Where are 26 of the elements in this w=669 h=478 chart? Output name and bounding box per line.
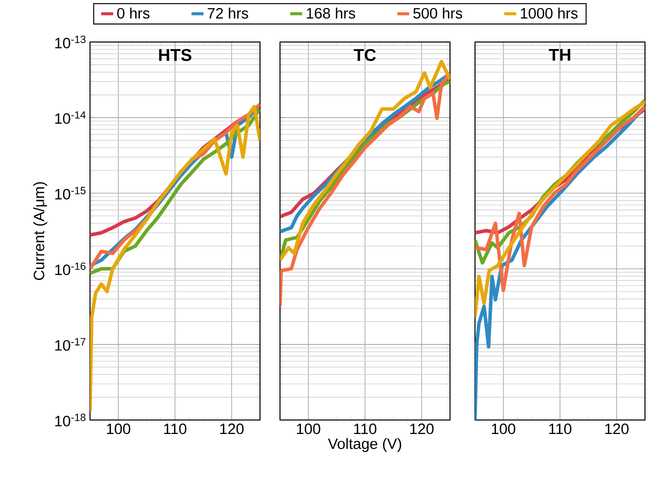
x-tick-label: 120 [220,424,244,434]
x-axis-title: Voltage (V) [328,438,402,452]
x-tick-label: 110 [549,424,572,434]
x-tick-label: 110 [164,424,186,434]
chart-title: TC [354,48,376,62]
x-tick-label: 100 [296,424,320,434]
x-tick-label: 100 [492,424,516,434]
x-tick-label: 120 [410,424,434,434]
chart-title: TH [548,48,570,61]
y-tick-label: 10$^{-13}$ [55,36,86,48]
y-tick-label: 10$^{-15}$ [55,186,86,200]
y-tick-label: 10$^{-14}$ [55,111,86,124]
y-tick-label: 10$^{-18}$ [55,414,86,426]
line-series [90,104,260,414]
legend-label: 0 hrs [117,8,150,19]
x-tick-label: 120 [605,424,629,434]
x-tick-label: 110 [354,424,376,434]
legend-label: 500 hrs [413,8,462,19]
y-tick-label: 10$^{-16}$ [55,262,86,276]
y-tick-label: 10$^{-17}$ [55,338,86,351]
legend-label: 1000 hrs [520,8,578,19]
y-axis-title: Current (A/μm) [33,182,48,280]
legend-label: 168 hrs [306,8,356,19]
legend-label: 72 hrs [208,8,248,19]
chart-title: HTS [159,48,192,62]
x-tick-label: 100 [106,424,130,434]
